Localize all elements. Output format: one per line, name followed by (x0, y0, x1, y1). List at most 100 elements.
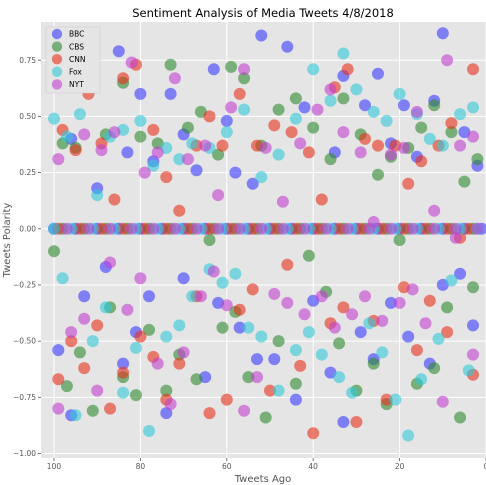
data-point (354, 146, 367, 159)
data-point (164, 398, 177, 411)
data-point (410, 105, 423, 118)
data-point (415, 155, 428, 168)
data-point (315, 348, 328, 361)
data-point (173, 204, 186, 217)
data-point (359, 99, 371, 112)
data-point (337, 92, 350, 105)
data-point (289, 112, 302, 125)
y-tick-label: 0.25 (19, 168, 36, 177)
data-point (52, 344, 65, 357)
data-point (268, 287, 281, 300)
data-point (367, 357, 380, 370)
data-point (415, 373, 428, 386)
data-point (238, 72, 251, 85)
data-point (294, 359, 307, 372)
data-point (86, 335, 99, 348)
data-point (251, 371, 263, 384)
data-point (380, 114, 393, 127)
data-point (393, 234, 406, 246)
data-point (255, 171, 268, 184)
data-point (294, 137, 307, 150)
x-tick-label: 40 (308, 462, 318, 471)
data-point (255, 330, 268, 343)
data-point (428, 99, 441, 112)
data-point (397, 99, 410, 112)
legend-label: Fox (69, 68, 82, 77)
data-point (160, 222, 173, 235)
data-point (143, 323, 155, 336)
data-point (168, 222, 181, 235)
data-point (173, 357, 186, 370)
data-point (78, 290, 91, 303)
data-point (233, 321, 246, 334)
data-point (168, 72, 181, 85)
data-point (298, 308, 311, 321)
data-point (151, 357, 164, 370)
data-point (397, 141, 410, 154)
data-point (220, 114, 233, 127)
data-point (73, 222, 86, 235)
data-point (376, 314, 389, 327)
data-point (428, 222, 441, 235)
data-point (173, 319, 186, 332)
data-point (410, 344, 423, 357)
data-point (276, 195, 289, 208)
data-point (363, 222, 376, 235)
data-point (238, 103, 251, 116)
data-point (121, 303, 134, 316)
legend-marker (51, 54, 63, 65)
data-point (78, 128, 91, 141)
data-point (454, 139, 467, 152)
data-point (65, 326, 78, 339)
data-point (272, 335, 285, 348)
chart-title: Sentiment Analysis of Media Tweets 4/8/2… (132, 6, 394, 20)
data-point (108, 126, 121, 139)
data-point (177, 272, 190, 285)
legend-label: CBS (69, 42, 84, 51)
data-point (458, 175, 471, 188)
data-point (60, 380, 73, 393)
data-point (359, 132, 371, 145)
data-point (181, 121, 194, 134)
data-point (467, 348, 479, 361)
data-point (441, 326, 454, 339)
data-point (212, 148, 225, 161)
data-point (471, 153, 484, 166)
data-point (160, 330, 173, 343)
data-point (190, 222, 203, 235)
data-point (104, 222, 117, 235)
data-point (324, 94, 337, 107)
data-point (467, 63, 479, 76)
data-point (333, 222, 346, 235)
data-point (441, 54, 454, 67)
data-point (285, 126, 298, 139)
data-point (147, 159, 160, 172)
data-point (147, 222, 160, 235)
data-point (389, 393, 402, 406)
data-point (315, 290, 328, 303)
data-point (302, 249, 315, 262)
data-point (268, 119, 281, 132)
data-point (289, 377, 302, 390)
data-point (242, 321, 255, 334)
data-point (406, 283, 419, 296)
data-point (60, 222, 73, 235)
data-point (216, 139, 229, 152)
data-point (125, 222, 138, 235)
data-point (289, 222, 302, 235)
data-point (56, 272, 69, 285)
data-point (91, 189, 104, 202)
data-point (302, 326, 315, 339)
data-point (190, 164, 203, 177)
data-point (138, 222, 151, 235)
data-point (281, 40, 294, 53)
y-tick-label: 0.00 (19, 224, 36, 233)
data-point (350, 83, 363, 96)
data-point (190, 373, 203, 386)
data-point (289, 344, 302, 357)
data-point (82, 222, 95, 235)
data-point (281, 258, 294, 271)
data-point (143, 425, 155, 437)
data-point (65, 335, 78, 348)
